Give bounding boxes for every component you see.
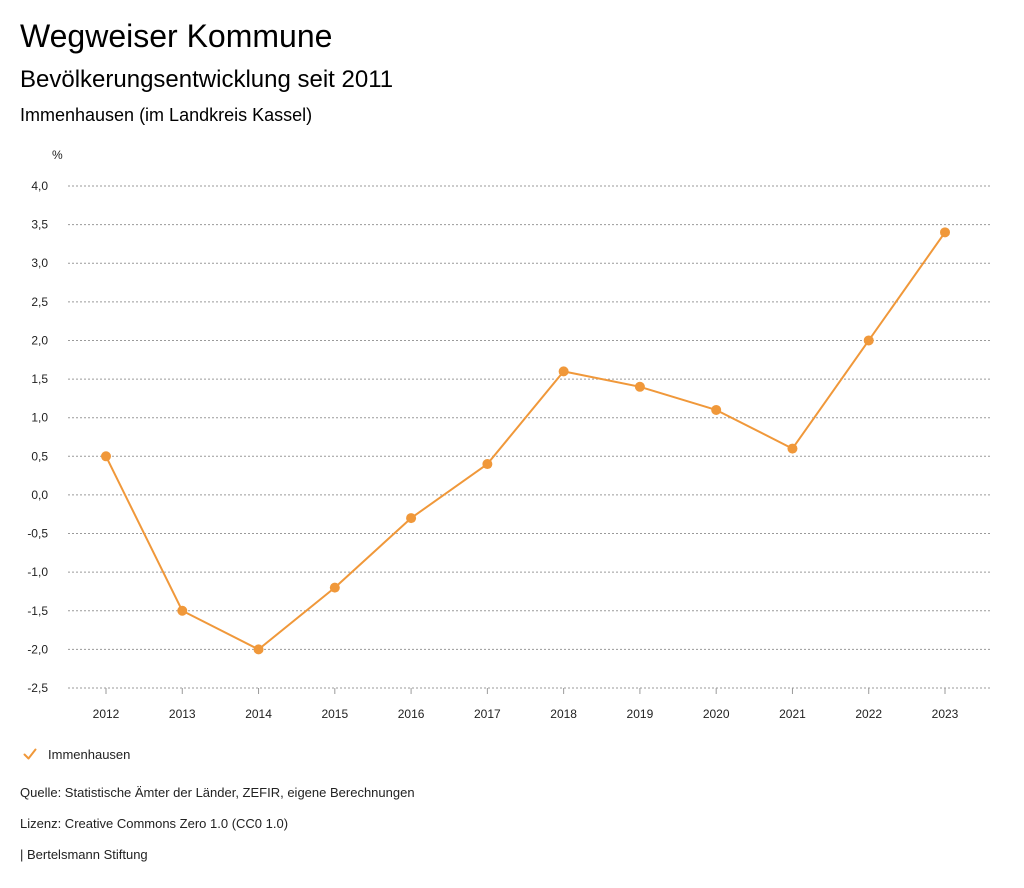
check-icon: [23, 748, 37, 760]
x-tick-label: 2012: [93, 707, 120, 721]
y-tick-label: 4,0: [31, 179, 48, 193]
data-point[interactable]: [863, 335, 874, 346]
x-tick-label: 2020: [703, 707, 730, 721]
region-heading: Immenhausen (im Landkreis Kassel): [20, 105, 313, 125]
y-tick-label: 0,0: [31, 488, 48, 502]
y-tick-label: 1,0: [31, 411, 48, 425]
data-point[interactable]: [329, 582, 340, 593]
data-point[interactable]: [634, 381, 645, 392]
y-tick-label: 0,5: [31, 449, 48, 463]
x-axis: 2012 2013 2014 2015 2016 2017 2018 2019 2020 2021…: [93, 688, 959, 721]
x-tick-label: 2016: [398, 707, 425, 721]
y-tick-label: 1,5: [31, 372, 48, 386]
publisher-note: | Bertelsmann Stiftung: [20, 847, 148, 862]
x-tick-label: 2022: [855, 707, 882, 721]
x-tick-label: 2018: [550, 707, 577, 721]
y-tick-label: 3,0: [31, 256, 48, 270]
data-point[interactable]: [940, 227, 950, 238]
page-subtitle: Bevölkerungsentwicklung seit 2011: [20, 66, 394, 93]
y-axis: 4,0 3,5 3,0 2,5 2,0 1,5 1,0 0,5 0,0 -0,5 -1,0 -1,5 -…: [27, 179, 48, 695]
grid-lines: [68, 185, 990, 689]
data-point[interactable]: [482, 459, 493, 470]
x-tick-label: 2017: [474, 707, 501, 721]
x-tick-label: 2023: [932, 707, 959, 721]
x-tick-label: 2013: [169, 707, 196, 721]
y-axis-unit-label: %: [52, 148, 63, 162]
data-point[interactable]: [711, 404, 722, 415]
x-tick-label: 2014: [245, 707, 272, 721]
license-note: Lizenz: Creative Commons Zero 1.0 (CC0 1…: [20, 816, 289, 831]
y-tick-label: 2,5: [31, 295, 48, 309]
data-point[interactable]: [253, 644, 264, 655]
y-tick-label: -1,0: [27, 565, 48, 579]
series-line: [105, 231, 946, 651]
line-chart: % 4,0 3,5 3,0 2,5 2,0 1,5 1,0 0,5 0,0 -0,5 -1,0 -1,…: [27, 148, 990, 721]
y-tick-label: -2,5: [27, 681, 48, 695]
y-tick-label: 2,0: [31, 333, 48, 347]
x-tick-label: 2015: [321, 707, 348, 721]
x-tick-label: 2019: [627, 707, 654, 721]
y-tick-label: -2,0: [27, 642, 48, 656]
x-tick-label: 2021: [779, 707, 806, 721]
y-tick-label: -1,5: [27, 604, 48, 618]
legend-label: Immenhausen: [48, 746, 131, 762]
page-title: Wegweiser Kommune: [20, 18, 333, 54]
data-point[interactable]: [558, 366, 569, 377]
series-immenhausen: [101, 227, 950, 655]
data-point[interactable]: [177, 605, 188, 616]
y-tick-label: 3,5: [31, 218, 48, 232]
data-point[interactable]: [787, 443, 798, 454]
y-tick-label: -0,5: [27, 527, 48, 541]
chart-legend[interactable]: Immenhausen: [22, 744, 130, 764]
source-note: Quelle: Statistische Ämter der Länder, Z…: [20, 785, 415, 800]
data-point[interactable]: [406, 513, 417, 524]
data-point[interactable]: [101, 451, 111, 462]
